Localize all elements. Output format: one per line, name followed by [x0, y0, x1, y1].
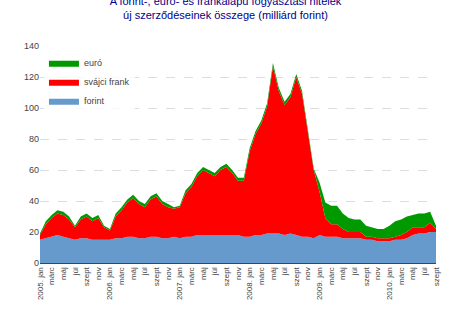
svg-text:júl: júl	[140, 267, 149, 276]
svg-text:szept: szept	[432, 266, 441, 286]
svg-text:60: 60	[29, 165, 39, 175]
svg-text:júl: júl	[71, 267, 80, 276]
svg-text:2008. jan: 2008. jan	[245, 267, 254, 300]
svg-text:máj: máj	[59, 267, 68, 280]
svg-text:2010. jan: 2010. jan	[385, 267, 394, 300]
svg-text:nov: nov	[94, 267, 103, 280]
svg-text:júl: júl	[280, 267, 289, 276]
svg-text:nov: nov	[373, 267, 382, 280]
svg-text:forint: forint	[84, 96, 105, 106]
svg-text:márc: márc	[117, 267, 126, 285]
svg-text:júl: júl	[210, 267, 219, 276]
svg-text:máj: máj	[199, 267, 208, 280]
svg-text:20: 20	[29, 227, 39, 237]
svg-text:2009. jan: 2009. jan	[315, 267, 324, 300]
svg-text:márc: márc	[47, 267, 56, 285]
svg-text:máj: máj	[129, 267, 138, 280]
svg-text:máj: máj	[408, 267, 417, 280]
svg-text:szept: szept	[222, 266, 231, 286]
svg-text:120: 120	[24, 72, 39, 82]
svg-text:0: 0	[34, 258, 39, 268]
svg-text:2006. jan: 2006. jan	[105, 267, 114, 300]
svg-text:júl: júl	[350, 267, 359, 276]
svg-text:márc: márc	[187, 267, 196, 285]
svg-text:márc: márc	[257, 267, 266, 285]
svg-text:nov: nov	[234, 267, 243, 280]
svg-text:szept: szept	[152, 266, 161, 286]
svg-text:szept: szept	[292, 266, 301, 286]
svg-text:szept: szept	[362, 266, 371, 286]
svg-text:euró: euró	[84, 58, 102, 68]
svg-text:80: 80	[29, 134, 39, 144]
svg-text:márc: márc	[397, 267, 406, 285]
svg-text:júl: júl	[420, 267, 429, 276]
svg-text:máj: máj	[338, 267, 347, 280]
svg-text:nov: nov	[164, 267, 173, 280]
svg-text:szept: szept	[82, 266, 91, 286]
svg-text:máj: máj	[269, 267, 278, 280]
svg-text:A forint-, euró- és frankalapú: A forint-, euró- és frankalapú fogyasztá…	[110, 0, 342, 21]
svg-text:2007. jan: 2007. jan	[175, 267, 184, 300]
svg-text:nov: nov	[303, 267, 312, 280]
svg-text:100: 100	[24, 103, 39, 113]
svg-text:márc: márc	[327, 267, 336, 285]
svg-text:40: 40	[29, 196, 39, 206]
svg-text:2005. jan: 2005. jan	[36, 267, 45, 300]
svg-text:svájci frank: svájci frank	[84, 77, 130, 87]
svg-text:140: 140	[24, 41, 39, 51]
